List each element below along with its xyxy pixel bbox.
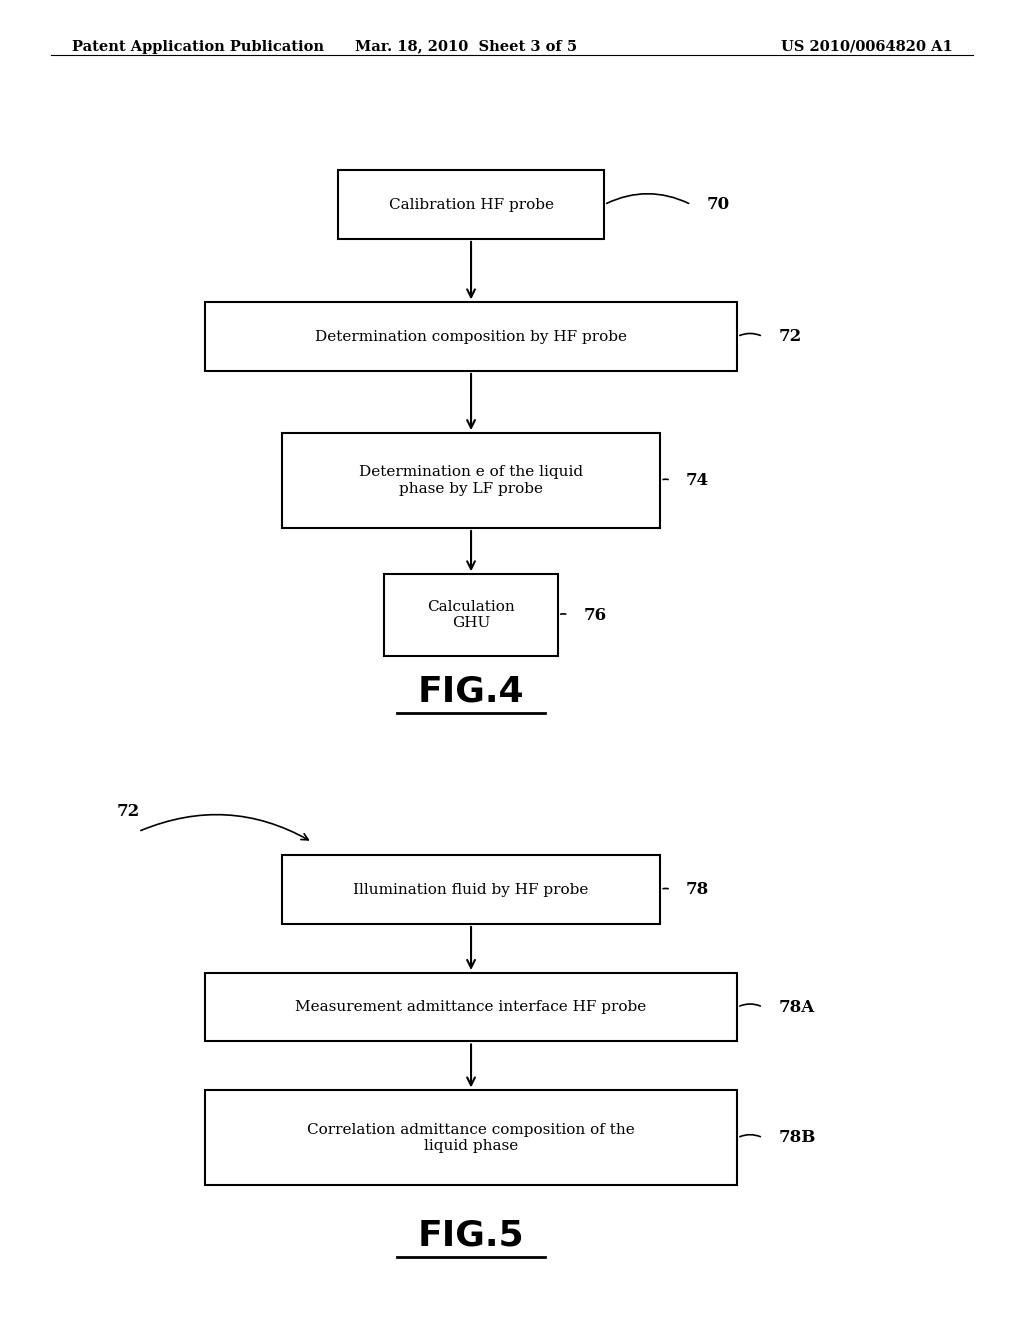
FancyBboxPatch shape xyxy=(205,302,737,371)
FancyBboxPatch shape xyxy=(205,1090,737,1185)
Text: Calibration HF probe: Calibration HF probe xyxy=(388,198,554,211)
Text: 74: 74 xyxy=(686,473,710,488)
Text: 72: 72 xyxy=(117,804,139,820)
Text: Measurement admittance interface HF probe: Measurement admittance interface HF prob… xyxy=(295,1001,647,1014)
Text: 78: 78 xyxy=(686,882,710,898)
FancyBboxPatch shape xyxy=(384,574,558,656)
Text: 72: 72 xyxy=(778,329,802,345)
Text: FIG.4: FIG.4 xyxy=(418,675,524,709)
FancyBboxPatch shape xyxy=(282,855,660,924)
FancyBboxPatch shape xyxy=(338,170,604,239)
Text: 76: 76 xyxy=(584,607,607,623)
Text: 70: 70 xyxy=(707,197,730,213)
Text: Determination e of the liquid
phase by LF probe: Determination e of the liquid phase by L… xyxy=(359,466,583,495)
Text: 78B: 78B xyxy=(778,1130,815,1146)
Text: 78A: 78A xyxy=(778,999,814,1015)
Text: Calculation
GHU: Calculation GHU xyxy=(427,601,515,630)
Text: FIG.5: FIG.5 xyxy=(418,1218,524,1253)
Text: Correlation admittance composition of the
liquid phase: Correlation admittance composition of th… xyxy=(307,1123,635,1152)
FancyBboxPatch shape xyxy=(282,433,660,528)
Text: Illumination fluid by HF probe: Illumination fluid by HF probe xyxy=(353,883,589,896)
Text: Mar. 18, 2010  Sheet 3 of 5: Mar. 18, 2010 Sheet 3 of 5 xyxy=(355,40,577,54)
Text: Patent Application Publication: Patent Application Publication xyxy=(72,40,324,54)
Text: Determination composition by HF probe: Determination composition by HF probe xyxy=(315,330,627,343)
FancyBboxPatch shape xyxy=(205,973,737,1041)
Text: US 2010/0064820 A1: US 2010/0064820 A1 xyxy=(780,40,952,54)
